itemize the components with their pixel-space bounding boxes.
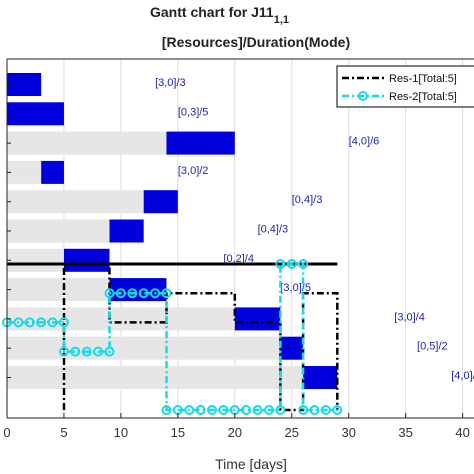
task-bar — [234, 307, 281, 331]
res2-marker — [24, 317, 35, 328]
task-bar — [109, 219, 144, 243]
res2-marker — [309, 405, 320, 415]
res2-marker — [150, 288, 161, 299]
x-tick-label: 40 — [455, 425, 469, 440]
x-tick-label: 5 — [60, 425, 67, 440]
task-label: [3,0]/5 — [280, 282, 311, 294]
x-tick-label: 10 — [114, 425, 128, 440]
chart-title-subscript: 1,1 — [274, 14, 289, 26]
res2-marker — [218, 405, 229, 415]
res2-marker — [207, 405, 218, 415]
res2-marker — [13, 317, 24, 328]
res2-marker — [298, 405, 309, 415]
x-tick-label: 0 — [3, 425, 10, 440]
x-tick-label: 35 — [398, 425, 412, 440]
task-label: [0,3]/5 — [178, 106, 209, 118]
res2-marker — [81, 346, 92, 357]
task-bar — [143, 190, 178, 214]
legend: Res-1[Total:5] Res-2[Total:5] — [336, 65, 474, 108]
task-label: [3,0]/2 — [178, 165, 209, 177]
chart-title-main: Gantt chart for J11 — [150, 4, 274, 20]
legend-res1-label: Res-1[Total:5] — [389, 73, 457, 85]
chart-subtitle: [Resources]/Duration(Mode) — [162, 34, 350, 50]
res2-marker — [104, 288, 115, 299]
legend-res2-label: Res-2[Total:5] — [389, 91, 457, 103]
task-availability-bar — [7, 336, 281, 360]
task-label: [3,0]/4 — [394, 311, 425, 323]
x-tick-label: 30 — [341, 425, 355, 440]
res2-marker — [263, 405, 274, 415]
res2-marker — [93, 346, 104, 357]
task-label: [0,4]/3 — [258, 224, 289, 236]
task-label: [4,0]/3 — [451, 370, 474, 382]
task-bar — [280, 336, 304, 360]
res2-marker — [70, 346, 81, 357]
res2-marker — [332, 405, 343, 415]
res2-marker — [320, 405, 331, 415]
x-axis-ticks: 0 5 10 15 20 25 30 35 40 — [3, 84, 470, 440]
task-availability-bar — [7, 366, 304, 389]
res2-marker — [275, 405, 286, 415]
res2-marker — [47, 317, 58, 328]
task-bar — [7, 73, 42, 96]
task-bar — [166, 131, 235, 155]
task-availability-bar — [7, 248, 64, 272]
x-tick-label: 20 — [228, 425, 242, 440]
res2-marker — [58, 317, 69, 328]
res2-marker — [298, 259, 309, 269]
res2-marker — [195, 405, 206, 415]
x-axis-label: Time [days] — [215, 456, 287, 472]
task-bar — [303, 366, 338, 389]
task-availability-bar — [7, 190, 144, 214]
task-label: [0,2]/4 — [223, 253, 254, 265]
task-label: [3,0]/3 — [155, 77, 186, 89]
res2-marker — [161, 288, 172, 299]
x-tick-label: 15 — [171, 425, 185, 440]
task-bar — [7, 102, 64, 126]
res2-marker — [138, 288, 149, 299]
task-availability-bar — [7, 278, 110, 302]
task-label: [0,4]/3 — [292, 194, 323, 206]
task-availability-bar — [7, 219, 110, 243]
res2-marker — [241, 405, 252, 415]
res2-marker — [36, 317, 47, 328]
res2-marker — [115, 288, 126, 299]
plot-area: [3,0]/3 [0,3]/5 [4,0]/6 [3,0]/2 [0,4]/3 [0,4]… — [2, 58, 474, 419]
res2-marker — [58, 346, 69, 357]
res2-marker — [161, 405, 172, 415]
res2-marker — [104, 346, 115, 357]
task-label: [0,5]/2 — [417, 341, 448, 353]
res2-marker — [275, 259, 286, 269]
task-availability-bar — [7, 131, 167, 155]
task-bar — [41, 160, 64, 184]
task-availability-bar — [7, 160, 42, 184]
res2-marker — [252, 405, 263, 415]
res2-marker — [286, 259, 297, 269]
legend-box — [336, 65, 474, 108]
x-tick-label: 25 — [285, 425, 299, 440]
chart-title: Gantt chart for J111,1 — [150, 4, 289, 26]
res2-marker — [127, 288, 138, 299]
legend-res2-marker — [358, 91, 368, 101]
task-label: [4,0]/6 — [349, 136, 380, 148]
res2-marker — [184, 405, 195, 415]
task-bar — [63, 248, 110, 272]
